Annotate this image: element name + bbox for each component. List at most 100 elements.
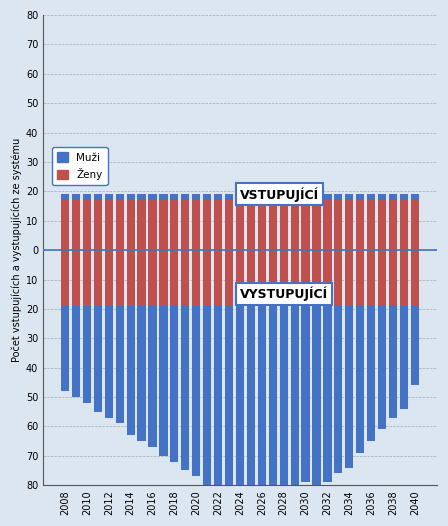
Bar: [83, 200, 91, 250]
Bar: [225, 250, 233, 306]
Bar: [378, 194, 386, 200]
Bar: [312, 250, 321, 306]
Bar: [159, 200, 168, 250]
Bar: [400, 200, 408, 250]
Bar: [159, 194, 168, 200]
Bar: [389, 194, 397, 200]
Bar: [105, 200, 113, 250]
Bar: [334, 194, 342, 200]
Bar: [83, 194, 91, 200]
Bar: [323, 250, 332, 306]
Bar: [148, 250, 157, 306]
Bar: [312, 306, 321, 488]
Bar: [116, 250, 124, 306]
Bar: [247, 306, 255, 500]
Bar: [72, 194, 80, 200]
Bar: [94, 250, 102, 306]
Bar: [389, 250, 397, 306]
Bar: [269, 250, 277, 306]
Bar: [378, 306, 386, 429]
Bar: [192, 194, 200, 200]
Bar: [334, 250, 342, 306]
Bar: [280, 250, 288, 306]
Bar: [105, 194, 113, 200]
Bar: [94, 306, 102, 412]
Bar: [389, 200, 397, 250]
Bar: [258, 194, 266, 200]
Bar: [116, 306, 124, 423]
Bar: [367, 250, 375, 306]
Bar: [345, 306, 353, 468]
Bar: [323, 200, 332, 250]
Bar: [181, 306, 190, 470]
Bar: [181, 200, 190, 250]
Bar: [378, 200, 386, 250]
Bar: [236, 200, 244, 250]
Bar: [280, 194, 288, 200]
Bar: [258, 250, 266, 306]
Text: VSTUPUJÍCÍ: VSTUPUJÍCÍ: [240, 187, 319, 201]
Bar: [236, 194, 244, 200]
Bar: [411, 306, 419, 385]
Bar: [411, 194, 419, 200]
Bar: [334, 306, 342, 473]
Bar: [411, 250, 419, 306]
Bar: [280, 306, 288, 497]
Bar: [367, 194, 375, 200]
Bar: [312, 194, 321, 200]
Bar: [126, 194, 135, 200]
Bar: [269, 194, 277, 200]
Bar: [116, 194, 124, 200]
Bar: [181, 250, 190, 306]
Bar: [290, 200, 299, 250]
Bar: [258, 200, 266, 250]
Bar: [225, 306, 233, 497]
Bar: [280, 200, 288, 250]
Bar: [302, 194, 310, 200]
Bar: [236, 306, 244, 497]
Bar: [214, 194, 222, 200]
Bar: [159, 306, 168, 456]
Bar: [290, 250, 299, 306]
Bar: [302, 250, 310, 306]
Bar: [400, 194, 408, 200]
Bar: [356, 250, 364, 306]
Bar: [290, 306, 299, 497]
Bar: [61, 306, 69, 391]
Bar: [61, 194, 69, 200]
Bar: [138, 306, 146, 441]
Text: VYSTUPUJÍCÍ: VYSTUPUJÍCÍ: [240, 287, 328, 301]
Bar: [214, 200, 222, 250]
Bar: [203, 200, 211, 250]
Bar: [203, 194, 211, 200]
Bar: [214, 250, 222, 306]
Bar: [148, 306, 157, 447]
Y-axis label: Počet vstupujících a vystupujících ze systému: Počet vstupujících a vystupujících ze sy…: [11, 138, 22, 362]
Bar: [269, 200, 277, 250]
Bar: [236, 250, 244, 306]
Bar: [323, 306, 332, 482]
Bar: [181, 194, 190, 200]
Bar: [334, 200, 342, 250]
Bar: [203, 250, 211, 306]
Bar: [116, 200, 124, 250]
Bar: [225, 200, 233, 250]
Bar: [94, 200, 102, 250]
Bar: [389, 306, 397, 418]
Bar: [192, 306, 200, 477]
Bar: [302, 200, 310, 250]
Bar: [290, 194, 299, 200]
Bar: [247, 194, 255, 200]
Bar: [323, 194, 332, 200]
Bar: [72, 306, 80, 397]
Bar: [170, 194, 178, 200]
Bar: [138, 250, 146, 306]
Bar: [83, 250, 91, 306]
Bar: [126, 200, 135, 250]
Bar: [170, 200, 178, 250]
Legend: Muži, Ženy: Muži, Ženy: [52, 147, 108, 185]
Bar: [345, 250, 353, 306]
Bar: [72, 250, 80, 306]
Bar: [192, 200, 200, 250]
Bar: [269, 306, 277, 497]
